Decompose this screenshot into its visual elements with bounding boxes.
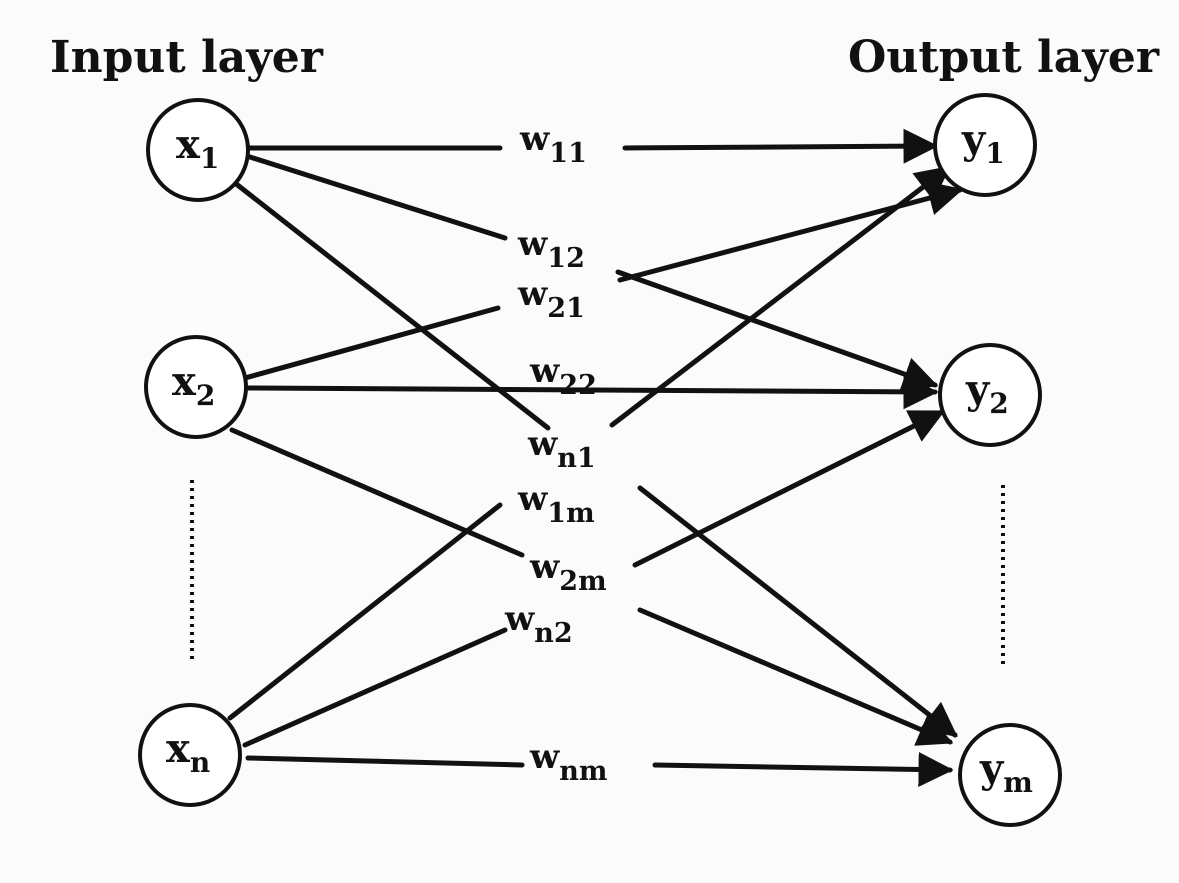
input-node-xn-label: xn bbox=[166, 725, 210, 779]
output-node-ym-circle bbox=[958, 723, 1062, 827]
edge-x2-y2 bbox=[245, 374, 939, 410]
edge-xn-y2-segment-a bbox=[242, 627, 508, 748]
edge-x2-y1-segment-a bbox=[242, 305, 501, 381]
weight-label-w21: w21 bbox=[517, 274, 585, 324]
edge-xn-y1-segment-b bbox=[609, 165, 951, 428]
input-node-x1-label: x1 bbox=[176, 121, 219, 175]
input-node-x1: x1 bbox=[146, 98, 250, 202]
connection-edges bbox=[227, 128, 964, 787]
input-node-xn: xn bbox=[138, 703, 242, 807]
weight-label-w12: w12 bbox=[517, 224, 585, 274]
edge-x1-ym-segment-b bbox=[637, 485, 958, 738]
input-node-x1-circle bbox=[146, 98, 250, 202]
edge-x2-y1-segment-b bbox=[617, 181, 964, 283]
edge-x2-ym-segment-b bbox=[637, 607, 954, 746]
output-node-y2: y2 bbox=[938, 343, 1042, 447]
edge-xn-ym-segment-a bbox=[245, 755, 525, 768]
input-node-xn-circle bbox=[138, 703, 242, 807]
weight-label-w2m: w2m bbox=[529, 547, 607, 597]
output-node-y1-circle bbox=[933, 93, 1037, 197]
output-node-ym-label: ym bbox=[979, 745, 1033, 799]
edge-x1-y2-segment-b bbox=[615, 269, 939, 391]
input-node-x2-label: x2 bbox=[172, 358, 215, 412]
input-layer-title: Input layer bbox=[50, 32, 324, 83]
input-node-x2-circle bbox=[144, 335, 248, 439]
weight-label-wnm: wnm bbox=[529, 737, 607, 787]
output-node-y2-label: y2 bbox=[965, 366, 1009, 420]
edge-xn-y2-segment-b bbox=[632, 409, 946, 568]
edge-x2-ym-segment-a bbox=[229, 427, 525, 558]
weight-label-wn1: wn1 bbox=[527, 424, 596, 474]
weight-label-w11: w11 bbox=[519, 119, 587, 169]
input-node-x2: x2 bbox=[144, 335, 248, 439]
edge-xn-y1-segment-a bbox=[227, 502, 503, 721]
weight-label-w1m: w1m bbox=[517, 479, 595, 529]
edge-x1-y2-segment-a bbox=[247, 154, 508, 241]
output-node-y1: y1 bbox=[933, 93, 1037, 197]
weight-label-wn2: wn2 bbox=[504, 599, 573, 649]
output-node-ym: ym bbox=[958, 723, 1062, 827]
weight-label-w22: w22 bbox=[529, 351, 597, 401]
edge-xn-ym-segment-b bbox=[652, 751, 954, 787]
output-node-y2-circle bbox=[938, 343, 1042, 447]
output-layer-title: Output layer bbox=[848, 32, 1160, 83]
output-node-y1-label: y1 bbox=[961, 116, 1005, 170]
edge-x1-y1-segment-b bbox=[622, 128, 939, 164]
